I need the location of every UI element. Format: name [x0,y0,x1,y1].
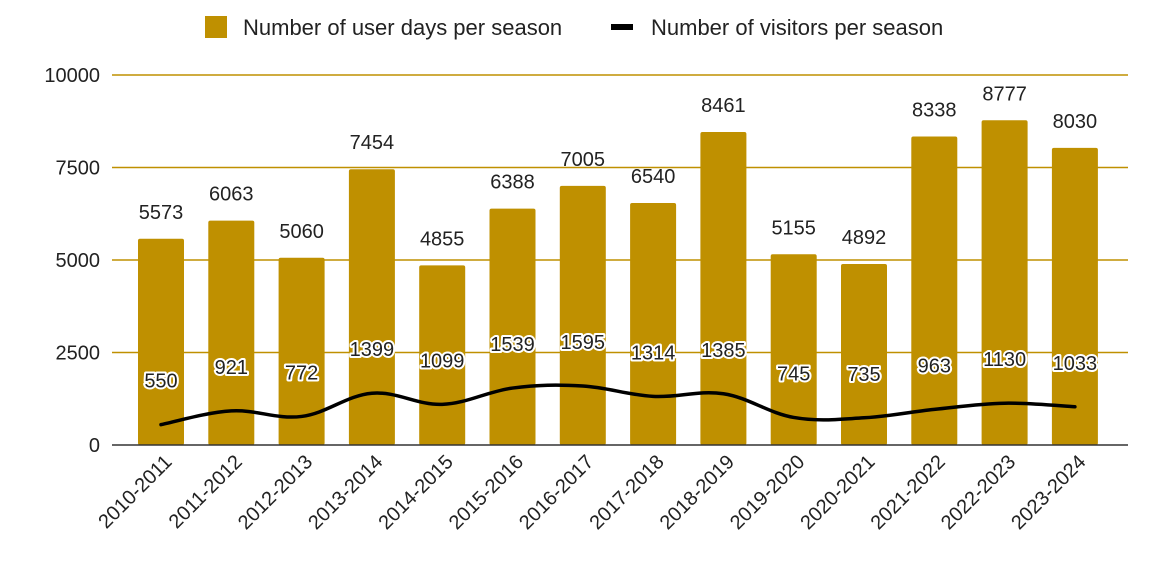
line-value-label: 1539 [490,334,535,356]
x-tick-label: 2023-2024 [1007,451,1090,534]
y-tick-label: 7500 [56,158,101,180]
bar-value-label: 5060 [279,221,324,243]
y-tick-label: 0 [89,435,100,457]
bar-value-label: 8777 [982,83,1027,105]
bar-2023-2024 [1051,147,1098,445]
line-value-label: 1130 [983,349,1026,371]
line-value-label: 921 [215,357,248,379]
bar-value-label: 6388 [490,172,535,194]
line-value-label: 1399 [350,339,395,361]
bar-2010-2011 [138,238,184,445]
x-tick-label: 2015-2016 [445,451,528,534]
bar-2018-2019 [700,131,747,445]
x-axis: 2010-20112011-20122012-20132013-20142014… [94,444,1128,534]
bar-2014-2015 [419,265,466,445]
gridlines [112,74,1128,354]
legend-swatch-bar [205,16,227,38]
line-value-label: 1099 [420,350,465,372]
x-tick-label: 2011-2012 [165,451,247,533]
bar-value-label: 6540 [631,166,676,188]
visitors-line [159,383,1077,427]
legend: Number of user days per season Number of… [205,15,943,40]
line-value-label: 1385 [701,340,746,362]
bar-value-label: 5155 [771,217,816,239]
y-tick-label: 2500 [56,343,101,365]
x-tick-label: 2014-2015 [375,451,458,534]
y-axis: 0 2500 5000 7500 10000 [44,65,100,457]
y-tick-label: 10000 [44,65,100,87]
line-value-label: 550 [144,371,177,393]
bar-2019-2020 [770,254,817,445]
bar-value-label: 7005 [561,149,606,171]
bar-2012-2013 [278,257,325,445]
bar-series [138,120,1098,445]
bar-value-label: 4855 [420,228,465,250]
bar-value-label: 5573 [139,202,184,224]
line-value-label: 1595 [561,332,606,354]
x-tick-label: 2013-2014 [304,451,387,534]
bar-2022-2023 [981,120,1028,445]
line-value-label: 735 [847,364,880,386]
bar-value-label: 4892 [842,227,887,249]
x-tick-label: 2019-2020 [726,451,809,534]
bar-value-label: 6063 [209,184,254,206]
bar-2015-2016 [489,208,536,445]
x-tick-label: 2022-2023 [937,451,1020,534]
x-tick-label: 2017-2018 [585,451,668,534]
bar-value-label: 7454 [350,132,395,154]
legend-label-line: Number of visitors per season [651,15,943,40]
bar-value-label: 8338 [912,99,957,121]
legend-swatch-line [611,24,633,30]
bar-value-label: 8030 [1053,111,1098,133]
bar-2013-2014 [348,169,395,445]
legend-label-bar: Number of user days per season [243,15,562,40]
bar-2016-2017 [559,185,606,445]
x-tick-label: 2016-2017 [515,451,598,534]
line-value-label: 1033 [1053,353,1098,375]
line-data-labels: 550 921 772 1399 1099 1539 1595 1314 1385 745 735 9… [142,330,1099,395]
y-tick-label: 5000 [56,250,101,272]
bar-2021-2022 [911,136,958,445]
line-value-label: 772 [285,362,318,384]
bar-2020-2021 [841,263,887,445]
line-value-label: 963 [918,355,951,377]
bar-data-labels: 5573 6063 5060 7454 4855 6388 7005 6540 8461 5155… [139,83,1097,250]
line-series [159,383,1077,427]
line-value-label: 1314 [631,342,676,364]
bar-2011-2012 [208,220,255,445]
bar-2017-2018 [630,203,677,445]
x-tick-label: 2020-2021 [796,451,879,534]
x-tick-label: 2021-2022 [867,451,950,534]
x-tick-label: 2012-2013 [234,451,317,534]
x-tick-label: 2010-2011 [94,451,176,533]
x-tick-label: 2018-2019 [656,451,739,534]
line-value-label: 745 [777,363,810,385]
bar-value-label: 8461 [701,95,746,117]
